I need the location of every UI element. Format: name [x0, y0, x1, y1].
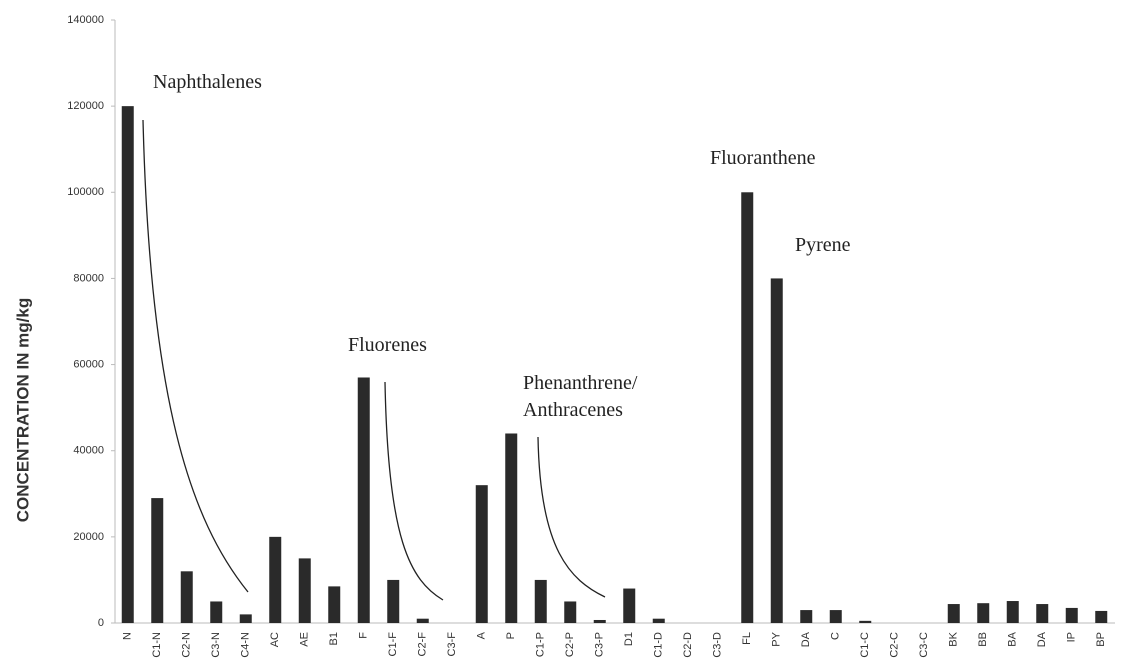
bar: [947, 604, 960, 623]
y-tick-label: 140000: [67, 14, 104, 26]
annotation: Naphthalenes: [153, 71, 262, 93]
bar: [623, 588, 636, 623]
trend-curve: [384, 381, 444, 601]
x-tick-label: B1: [328, 632, 340, 645]
bar: [534, 579, 547, 623]
x-tick-label: C: [830, 632, 842, 640]
bar: [475, 485, 488, 623]
x-tick-label: C3-D: [712, 632, 724, 658]
y-tick-label: 120000: [67, 100, 104, 112]
x-tick-label: N: [122, 632, 134, 640]
x-tick-label: C2-D: [682, 632, 694, 658]
x-tick-label: C3-N: [210, 632, 222, 658]
bar: [328, 586, 341, 623]
bar: [652, 618, 665, 623]
x-tick-label: BP: [1095, 632, 1107, 647]
x-tick-label: C3-C: [918, 632, 930, 658]
y-tick-label: 40000: [73, 445, 104, 457]
x-tick-label: AE: [299, 632, 311, 647]
x-tick-label: C1-N: [151, 632, 163, 658]
bar: [1036, 604, 1049, 623]
bar: [829, 610, 842, 623]
x-tick-label: DA: [1036, 631, 1048, 647]
bar: [151, 498, 164, 623]
x-tick-label: IP: [1066, 632, 1078, 642]
y-axis-label: CONCENTRATION IN mg/kg: [13, 298, 32, 522]
x-tick-label: D1: [623, 632, 635, 646]
x-tick-label: C2-P: [564, 632, 576, 657]
bar: [593, 619, 606, 623]
x-tick-label: C2-C: [889, 632, 901, 658]
annotation: Pyrene: [795, 234, 851, 256]
x-tick-label: PY: [771, 631, 783, 646]
x-tick-label: BB: [977, 632, 989, 647]
x-tick-label: C1-D: [653, 632, 665, 658]
bar: [505, 433, 518, 623]
x-tick-label: C1-C: [859, 632, 871, 658]
bar: [210, 601, 223, 623]
bar: [770, 278, 783, 623]
x-tick-label: C1-P: [535, 632, 547, 657]
annotation: Fluorenes: [348, 334, 427, 356]
trend-curve: [537, 436, 606, 598]
x-tick-label: AC: [269, 632, 281, 647]
y-tick-label: 20000: [73, 531, 104, 543]
x-tick-label: C2-F: [417, 632, 429, 657]
y-tick-label: 100000: [67, 186, 104, 198]
bar: [387, 579, 400, 623]
x-tick-label: C4-N: [240, 632, 252, 658]
bar: [357, 377, 370, 623]
x-tick-label: C3-P: [594, 632, 606, 657]
annotation: Fluoranthene: [710, 147, 816, 169]
bar: [121, 106, 134, 623]
x-tick-label: P: [505, 632, 517, 639]
x-tick-label: A: [476, 631, 488, 639]
y-tick-label: 80000: [73, 272, 104, 284]
x-tick-label: C2-N: [181, 632, 193, 658]
bar: [1095, 610, 1108, 623]
bar: [180, 571, 193, 623]
x-tick-label: BA: [1007, 631, 1019, 646]
bar: [564, 601, 577, 623]
bar: [977, 603, 990, 623]
annotation: Phenanthrene/: [523, 372, 638, 394]
x-tick-label: C1-F: [387, 632, 399, 657]
x-tick-label: FL: [741, 632, 753, 645]
x-tick-label: C3-F: [446, 632, 458, 657]
bar: [859, 620, 872, 623]
bar: [1006, 601, 1019, 623]
x-tick-label: DA: [800, 631, 812, 647]
y-tick-label: 60000: [73, 358, 104, 370]
x-tick-label: F: [358, 632, 370, 639]
bar: [239, 614, 252, 623]
annotation: Anthracenes: [523, 399, 623, 421]
bar: [800, 610, 813, 623]
x-tick-label: BK: [948, 631, 960, 646]
y-tick-label: 0: [98, 617, 104, 629]
bar: [741, 192, 754, 624]
bar: [298, 558, 311, 623]
bar: [269, 536, 282, 623]
bar: [1065, 607, 1078, 623]
bar: [416, 618, 429, 623]
trend-curve: [142, 119, 249, 593]
